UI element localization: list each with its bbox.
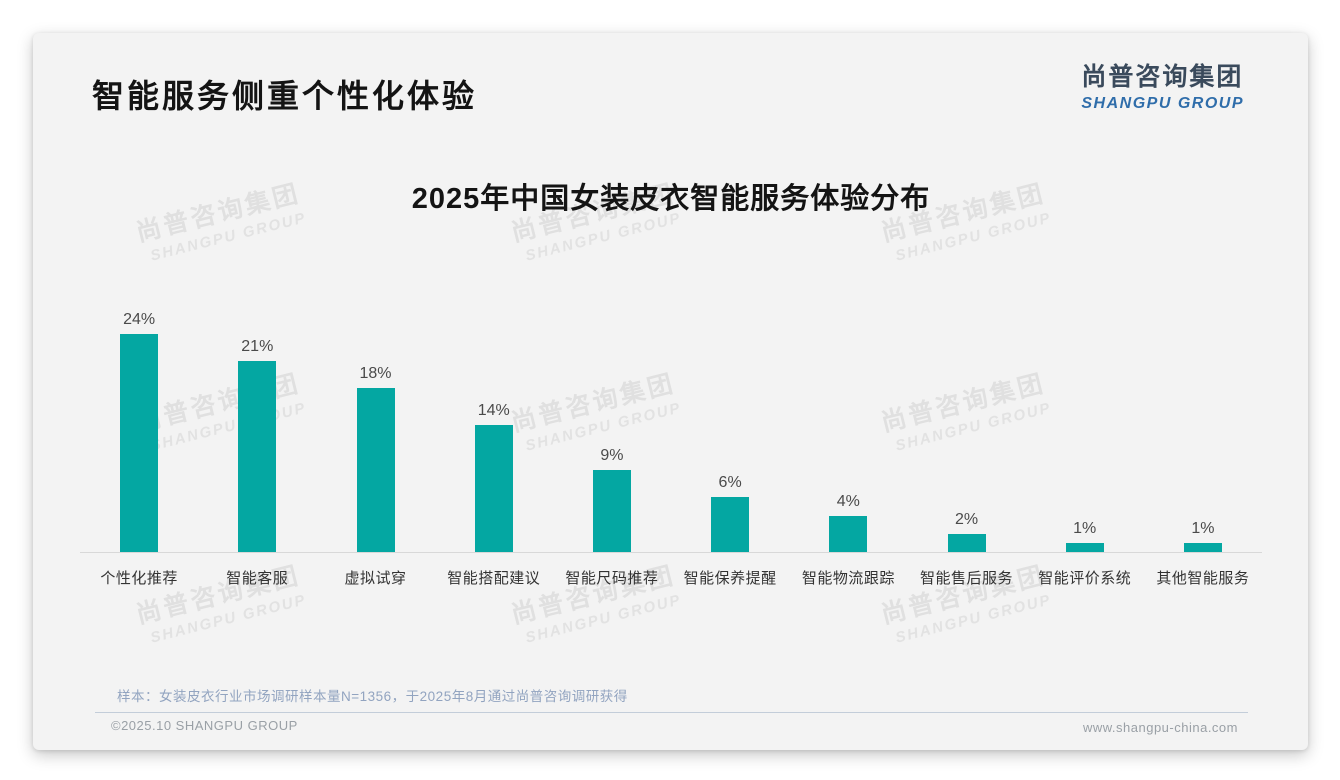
watermark-text-en: SHANGPU GROUP xyxy=(893,209,1054,265)
bar-value-label: 21% xyxy=(241,337,274,355)
page-title: 智能服务侧重个性化体验 xyxy=(92,78,478,114)
bar-column: 18% xyxy=(316,313,434,552)
company-logo: 尚普咨询集团 SHANGPU GROUP xyxy=(1081,57,1244,113)
bar-column: 1% xyxy=(1026,313,1144,552)
x-axis-label: 智能搭配建议 xyxy=(447,570,541,587)
bar xyxy=(356,388,395,552)
bar xyxy=(947,533,986,552)
bar-column: 6% xyxy=(671,313,789,552)
bar-column: 9% xyxy=(553,313,671,552)
x-axis-label: 智能物流跟踪 xyxy=(801,570,895,587)
watermark-text-en: SHANGPU GROUP xyxy=(523,209,684,265)
x-axis-label: 个性化推荐 xyxy=(100,570,178,587)
bar-value-label: 14% xyxy=(477,401,510,419)
bar-value-label: 18% xyxy=(359,365,392,383)
chart-title: 2025年中国女装皮衣智能服务体验分布 xyxy=(411,183,931,215)
bar-column: 4% xyxy=(789,313,907,552)
x-axis-label: 智能保养提醒 xyxy=(683,570,777,587)
bar-value-label: 24% xyxy=(123,310,156,328)
bar xyxy=(592,470,631,552)
x-axis-label: 其他智能服务 xyxy=(1156,570,1250,587)
logo-text-en: SHANGPU GROUP xyxy=(1081,95,1244,112)
bar xyxy=(238,360,277,552)
bar-column: 1% xyxy=(1144,313,1262,552)
bar xyxy=(829,515,868,552)
bar-column: 21% xyxy=(198,313,316,552)
logo-text-cn: 尚普咨询集团 xyxy=(1081,63,1244,91)
copyright-text: ©2025.10 SHANGPU GROUP xyxy=(111,718,298,733)
bar-column: 2% xyxy=(907,313,1025,552)
bar-column: 24% xyxy=(80,310,198,552)
x-axis-label: 智能评价系统 xyxy=(1038,570,1132,587)
bar-value-label: 1% xyxy=(1073,519,1097,537)
bar-value-label: 4% xyxy=(836,492,860,510)
bar-value-label: 2% xyxy=(954,510,979,528)
bar-value-label: 9% xyxy=(600,447,624,465)
bar xyxy=(1065,542,1104,552)
bar xyxy=(1183,542,1222,552)
bar xyxy=(474,424,513,552)
bar-value-label: 1% xyxy=(1191,519,1215,537)
watermark-text-en: SHANGPU GROUP xyxy=(148,591,309,647)
x-axis-labels: 个性化推荐 智能客服 虚拟试穿 智能搭配建议 智能尺码推荐 智能保养提醒 智能物流跟踪 智能售… xyxy=(80,567,1262,588)
watermark-text-en: SHANGPU GROUP xyxy=(893,591,1054,647)
bar xyxy=(120,333,159,552)
sample-note: 样本：女装皮衣行业市场调研样本量N=1356，于2025年8月通过尚普咨询调研获… xyxy=(117,689,628,704)
x-axis-label: 智能售后服务 xyxy=(920,570,1014,587)
slide-card: 尚普咨询集团 SHANGPU GROUP 尚普咨询集团 SHANGPU GROU… xyxy=(33,33,1308,750)
footer-divider xyxy=(95,712,1248,713)
watermark-text-en: SHANGPU GROUP xyxy=(148,209,309,265)
x-axis-label: 智能尺码推荐 xyxy=(565,570,659,587)
bar-column: 14% xyxy=(435,313,553,552)
bar-chart-plot-area: 24% 21% 18% 14% 9% 6% 4% 2% 1% 1% xyxy=(80,310,1262,553)
bar xyxy=(711,497,750,552)
x-axis-label: 智能客服 xyxy=(226,570,289,587)
bar-value-label: 6% xyxy=(718,474,742,492)
x-axis-label: 虚拟试穿 xyxy=(344,570,407,587)
watermark-text-en: SHANGPU GROUP xyxy=(523,591,684,647)
website-text: www.shangpu-china.com xyxy=(1082,720,1238,735)
